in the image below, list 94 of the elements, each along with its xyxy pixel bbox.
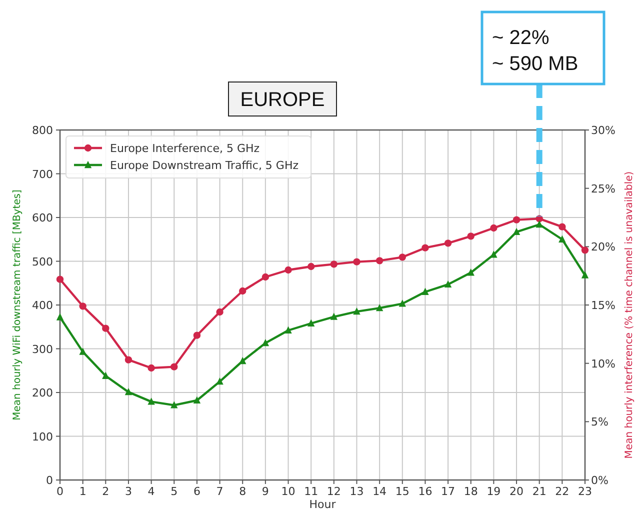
point <box>102 324 110 332</box>
point <box>512 228 520 236</box>
point <box>558 223 566 230</box>
point <box>330 312 338 320</box>
y-tick-label: 400 <box>32 299 53 312</box>
point <box>148 364 155 372</box>
x-tick-label: 8 <box>239 485 246 498</box>
y2-axis-title: Mean hourly interference (% time channel is unavailable) <box>624 171 635 459</box>
point <box>536 220 543 228</box>
point <box>216 308 224 316</box>
y2-tick-label: 15% <box>591 299 616 312</box>
y-tick-label: 100 <box>32 430 53 444</box>
point <box>422 288 429 295</box>
point <box>148 398 155 405</box>
point <box>581 246 589 254</box>
point <box>56 313 64 320</box>
point <box>398 254 406 261</box>
point <box>512 216 520 224</box>
point <box>216 377 224 385</box>
point <box>490 224 498 232</box>
x-tick-label: 4 <box>148 485 155 498</box>
y-tick-label: 500 <box>32 255 53 268</box>
point <box>330 260 338 268</box>
x-tick-label: 1 <box>79 485 86 498</box>
point <box>79 348 86 355</box>
y2-tick-label: 5% <box>591 416 608 429</box>
y-tick-label: 0 <box>46 474 53 487</box>
x-tick-label: 5 <box>170 485 178 498</box>
point <box>467 232 474 240</box>
x-tick-label: 19 <box>486 485 501 498</box>
y-tick-label: 700 <box>32 168 53 181</box>
point <box>193 396 201 404</box>
x-tick-label: 9 <box>262 485 269 498</box>
x-tick-label: 20 <box>510 485 524 498</box>
legend-label: Europe Interference, 5 GHz <box>110 142 260 155</box>
x-tick-label: 3 <box>124 485 132 498</box>
point <box>444 240 452 247</box>
y2-tick-label: 10% <box>591 357 616 370</box>
x-tick-label: 11 <box>304 485 318 498</box>
y2-tick-label: 0% <box>591 474 608 487</box>
x-tick-label: 6 <box>193 485 200 498</box>
point <box>558 235 566 242</box>
point <box>170 401 178 408</box>
point <box>193 332 201 339</box>
point <box>262 273 270 281</box>
y-tick-label: 800 <box>32 124 53 137</box>
point <box>239 287 246 295</box>
point <box>262 338 270 346</box>
x-tick-label: 22 <box>555 485 570 498</box>
point <box>422 244 429 252</box>
point <box>490 250 498 258</box>
y-tick-label: 300 <box>32 342 53 356</box>
x-tick-label: 21 <box>532 485 546 498</box>
x-tick-label: 15 <box>395 485 410 498</box>
annotation: ~ 22% ~ 590 MB <box>492 27 578 75</box>
x-tick-label: 16 <box>418 485 432 498</box>
point <box>581 271 589 278</box>
point <box>79 302 86 310</box>
x-tick-label: 13 <box>350 485 364 498</box>
x-tick-label: 23 <box>578 485 592 498</box>
x-tick-label: 18 <box>464 485 478 498</box>
x-tick-label: 2 <box>102 485 110 498</box>
point <box>124 388 132 396</box>
point <box>170 363 178 370</box>
y2-tick-label: 25% <box>591 182 616 196</box>
x-tick-label: 7 <box>216 485 224 498</box>
point <box>376 257 384 264</box>
point <box>307 319 315 326</box>
point <box>284 266 292 274</box>
point <box>124 356 132 364</box>
point <box>284 326 292 334</box>
y2-tick-label: 30% <box>591 124 616 137</box>
point <box>398 300 406 307</box>
point <box>353 258 360 266</box>
y2-tick-label: 20% <box>591 240 616 254</box>
x-tick-label: 17 <box>441 485 456 498</box>
chart-title: EUROPE <box>240 89 325 111</box>
point <box>353 307 360 315</box>
y-tick-label: 200 <box>32 386 53 400</box>
point <box>102 372 110 379</box>
x-tick-label: 12 <box>326 485 341 498</box>
x-axis-title: Hour <box>309 498 336 511</box>
x-tick-label: 10 <box>281 485 296 498</box>
x-tick-label: 14 <box>372 485 387 498</box>
y-tick-label: 600 <box>32 212 53 224</box>
point <box>444 280 452 288</box>
point <box>239 356 246 364</box>
y-axis-title: Mean hourly WiFi downstream traffic [MBytes] <box>12 189 23 420</box>
point <box>467 268 474 276</box>
point <box>307 262 315 270</box>
point <box>56 276 64 283</box>
x-tick-label: 0 <box>56 485 64 498</box>
legend-label: Europe Downstream Traffic, 5 GHz <box>110 159 299 172</box>
point <box>376 304 384 312</box>
